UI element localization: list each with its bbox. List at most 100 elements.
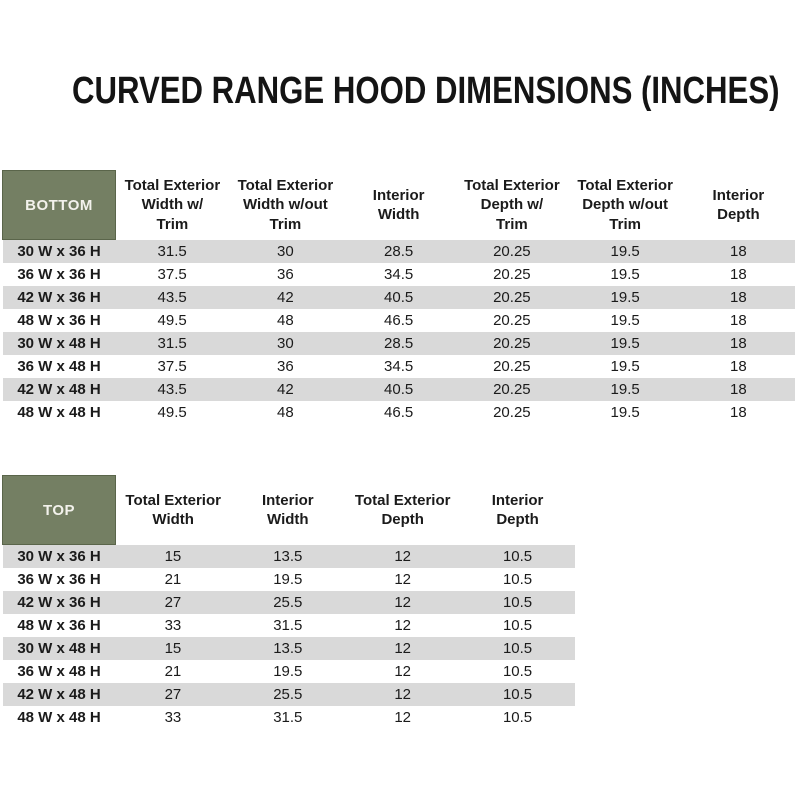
table-row: 42 W x 48 H 43.5 42 40.5 20.25 19.5 18: [2, 377, 795, 401]
dimension-value: 10.5: [502, 593, 533, 611]
dimension-value: 18: [730, 288, 747, 306]
dimension-value: 19.5: [273, 662, 303, 680]
dimension-value: 40.5: [384, 380, 414, 398]
dimension-value: 12: [394, 547, 412, 565]
dimension-value: 18: [730, 380, 747, 398]
column-header: Interior Depth: [681, 170, 795, 240]
table-row: 48 W x 36 H 49.5 48 46.5 20.25 19.5 18: [2, 308, 795, 332]
dimension-value: 19.5: [610, 403, 640, 421]
row-label: 48 W x 36 H: [17, 616, 101, 634]
dimension-value: 19.5: [610, 380, 640, 398]
table-row: 42 W x 36 H 43.5 42 40.5 20.25 19.5 18: [2, 285, 795, 309]
bottom-dimensions-table: BOTTOM Total Exterior Width w/Trim Total Ex…: [2, 170, 795, 424]
dimension-value: 18: [730, 265, 747, 283]
dimension-value: 10.5: [502, 708, 533, 726]
dimension-value: 33: [164, 708, 182, 726]
top-header-row: TOP Total Exterior Width Interior Width Total…: [2, 475, 575, 545]
dimension-value: 28.5: [384, 334, 414, 352]
dimension-value: 20.25: [493, 288, 531, 306]
dimension-value: 19.5: [610, 311, 640, 329]
dimension-value: 27: [164, 685, 182, 703]
top-corner-label: TOP: [2, 475, 116, 545]
column-header: Interior Width: [342, 170, 456, 240]
dimension-value: 40.5: [384, 288, 414, 306]
column-header: Total Exterior Depth: [345, 475, 461, 545]
row-label: 36 W x 36 H: [17, 570, 101, 588]
row-label: 42 W x 36 H: [17, 593, 101, 611]
dimension-value: 34.5: [384, 265, 414, 283]
dimension-value: 15: [164, 639, 182, 657]
dimension-value: 46.5: [384, 403, 414, 421]
dimension-value: 25.5: [273, 593, 303, 611]
dimension-value: 30: [277, 242, 294, 260]
row-label: 30 W x 36 H: [17, 547, 101, 565]
dimension-value: 18: [730, 242, 747, 260]
row-label: 30 W x 48 H: [17, 639, 101, 657]
dimension-value: 25.5: [273, 685, 303, 703]
table-row: 42 W x 36 H 27 25.5 12 10.5: [2, 590, 575, 614]
dimension-value: 34.5: [384, 357, 414, 375]
row-label: 30 W x 48 H: [17, 334, 101, 352]
row-label: 36 W x 36 H: [17, 265, 101, 283]
column-header: Interior Depth: [460, 475, 575, 545]
dimension-value: 10.5: [502, 547, 533, 565]
dimension-value: 19.5: [610, 265, 640, 283]
dimension-value: 18: [730, 334, 747, 352]
dimension-value: 36: [277, 357, 294, 375]
dimension-value: 33: [164, 616, 182, 634]
dimension-value: 43.5: [157, 380, 187, 398]
dimension-value: 49.5: [157, 311, 187, 329]
column-header: Total Exterior Depth w/Trim: [455, 170, 569, 240]
dimension-value: 43.5: [157, 288, 187, 306]
dimension-value: 27: [164, 593, 182, 611]
table-row: 48 W x 36 H 33 31.5 12 10.5: [2, 613, 575, 637]
dimension-value: 12: [394, 708, 412, 726]
column-header: Total Exterior Width w/out Trim: [228, 170, 342, 240]
dimension-value: 19.5: [610, 334, 640, 352]
dimension-value: 21: [164, 570, 182, 588]
column-header: Interior Width: [230, 475, 346, 545]
dimension-value: 42: [277, 380, 294, 398]
table-row: 30 W x 36 H 15 13.5 12 10.5: [2, 544, 575, 568]
dimension-value: 20.25: [493, 357, 531, 375]
dimension-value: 18: [730, 403, 747, 421]
dimension-value: 20.25: [493, 403, 531, 421]
dimension-value: 46.5: [384, 311, 414, 329]
dimension-value: 10.5: [502, 685, 533, 703]
dimension-value: 15: [164, 547, 182, 565]
row-label: 42 W x 48 H: [17, 685, 101, 703]
dimension-value: 49.5: [157, 403, 187, 421]
dimension-value: 19.5: [273, 570, 303, 588]
table-row: 48 W x 48 H 49.5 48 46.5 20.25 19.5 18: [2, 400, 795, 424]
dimension-value: 37.5: [157, 357, 187, 375]
dimension-value: 18: [730, 311, 747, 329]
dimension-value: 20.25: [493, 265, 531, 283]
dimension-value: 10.5: [502, 662, 533, 680]
table-row: 42 W x 48 H 27 25.5 12 10.5: [2, 682, 575, 706]
dimension-value: 30: [277, 334, 294, 352]
dimension-value: 20.25: [493, 380, 531, 398]
table-row: 30 W x 36 H 31.5 30 28.5 20.25 19.5 18: [2, 239, 795, 263]
dimension-value: 19.5: [610, 288, 640, 306]
dimension-value: 10.5: [502, 570, 533, 588]
dimension-value: 10.5: [502, 639, 533, 657]
row-label: 36 W x 48 H: [17, 357, 101, 375]
dimension-value: 13.5: [273, 547, 303, 565]
column-header: Total Exterior Width w/Trim: [115, 170, 229, 240]
table-row: 48 W x 48 H 33 31.5 12 10.5: [2, 705, 575, 729]
dimension-value: 42: [277, 288, 294, 306]
row-label: 42 W x 36 H: [17, 288, 101, 306]
column-header: Total Exterior Width: [115, 475, 231, 545]
dimension-value: 31.5: [273, 708, 303, 726]
table-row: 36 W x 48 H 21 19.5 12 10.5: [2, 659, 575, 683]
dimension-value: 31.5: [273, 616, 303, 634]
page-title: CURVED RANGE HOOD DIMENSIONS (INCHES): [72, 70, 780, 112]
dimension-value: 36: [277, 265, 294, 283]
dimension-value: 12: [394, 593, 412, 611]
row-label: 42 W x 48 H: [17, 380, 101, 398]
dimension-value: 21: [164, 662, 182, 680]
dimension-value: 31.5: [157, 334, 187, 352]
row-label: 48 W x 36 H: [17, 311, 101, 329]
row-label: 48 W x 48 H: [17, 403, 101, 421]
dimension-value: 12: [394, 639, 412, 657]
